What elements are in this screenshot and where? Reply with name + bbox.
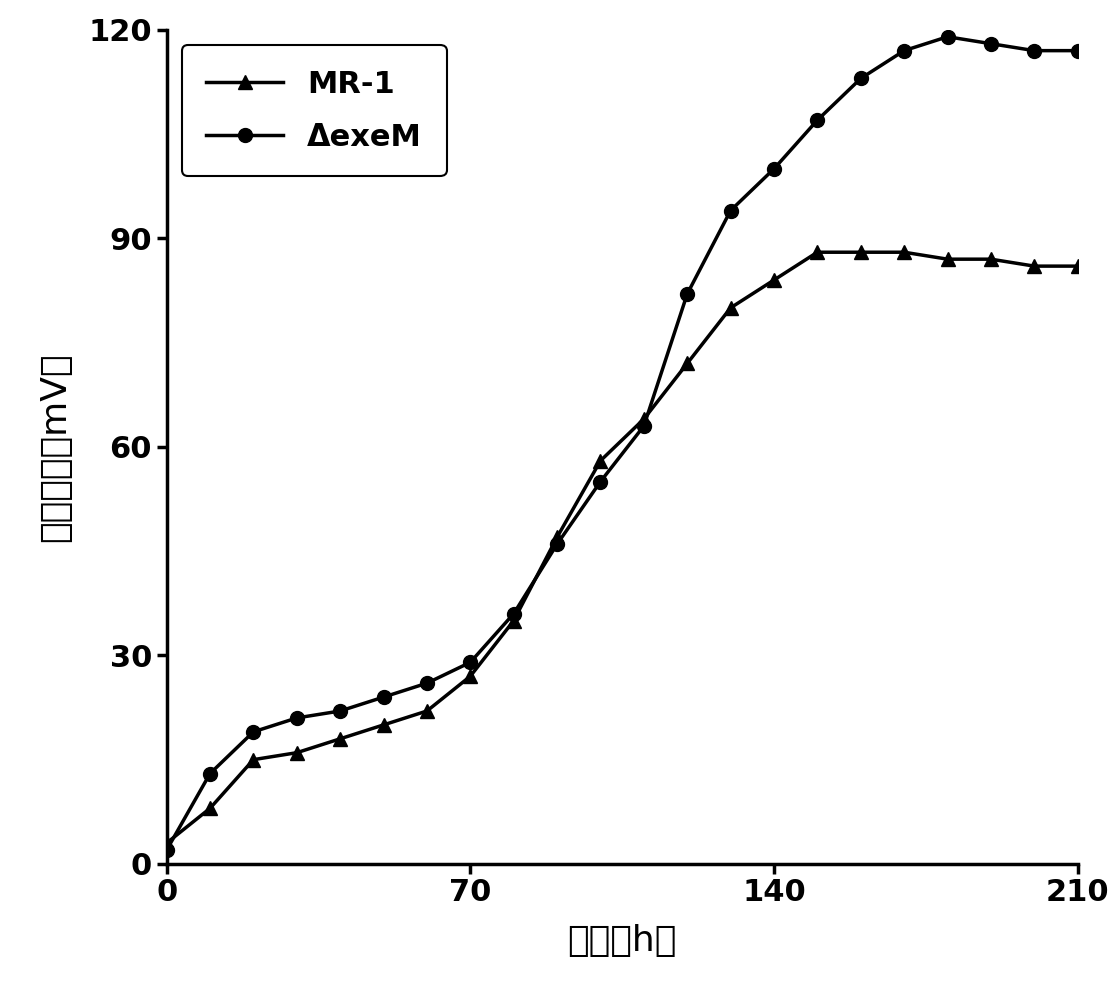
ΔexeM: [984, 38, 998, 50]
Y-axis label: 输出电压（mV）: 输出电压（mV）: [38, 353, 72, 541]
MR-1: [768, 274, 781, 286]
MR-1: [681, 357, 694, 369]
ΔexeM: [247, 726, 260, 738]
MR-1: [203, 802, 217, 814]
ΔexeM: [550, 538, 563, 550]
ΔexeM: [898, 45, 911, 57]
MR-1: [463, 670, 477, 682]
MR-1: [724, 302, 738, 314]
ΔexeM: [593, 476, 607, 488]
ΔexeM: [768, 163, 781, 175]
ΔexeM: [941, 31, 954, 43]
ΔexeM: [681, 288, 694, 300]
MR-1: [420, 705, 433, 717]
ΔexeM: [203, 768, 217, 780]
MR-1: [160, 837, 173, 849]
ΔexeM: [811, 114, 824, 126]
MR-1: [984, 253, 998, 265]
Line: MR-1: MR-1: [160, 245, 1084, 850]
MR-1: [593, 455, 607, 467]
ΔexeM: [724, 205, 738, 216]
MR-1: [811, 246, 824, 258]
Legend: MR-1, ΔexeM: MR-1, ΔexeM: [182, 45, 447, 177]
ΔexeM: [507, 608, 520, 620]
MR-1: [941, 253, 954, 265]
MR-1: [290, 747, 303, 759]
ΔexeM: [1071, 45, 1084, 57]
MR-1: [1071, 260, 1084, 272]
MR-1: [1028, 260, 1041, 272]
Line: ΔexeM: ΔexeM: [160, 30, 1084, 857]
MR-1: [898, 246, 911, 258]
MR-1: [550, 531, 563, 543]
ΔexeM: [377, 691, 390, 703]
MR-1: [638, 413, 651, 425]
ΔexeM: [290, 712, 303, 724]
MR-1: [247, 754, 260, 766]
ΔexeM: [463, 656, 477, 668]
ΔexeM: [333, 705, 347, 717]
ΔexeM: [420, 677, 433, 689]
X-axis label: 时间（h）: 时间（h）: [568, 924, 677, 958]
MR-1: [854, 246, 868, 258]
ΔexeM: [1028, 45, 1041, 57]
MR-1: [377, 719, 390, 731]
MR-1: [333, 733, 347, 745]
ΔexeM: [638, 420, 651, 432]
ΔexeM: [160, 844, 173, 856]
MR-1: [507, 615, 520, 627]
ΔexeM: [854, 72, 868, 84]
